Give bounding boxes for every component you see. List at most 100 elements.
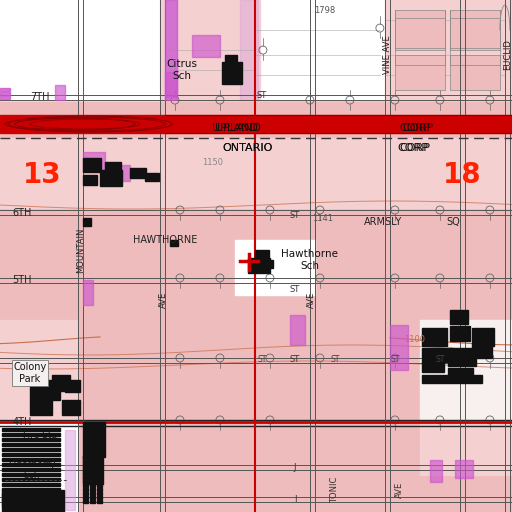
- Bar: [2, 490, 64, 512]
- Bar: [90, 488, 95, 491]
- Text: TONIC: TONIC: [330, 477, 339, 503]
- Bar: [2, 483, 60, 486]
- Bar: [83, 152, 105, 170]
- Text: MOUNTAIN: MOUNTAIN: [76, 227, 86, 273]
- Bar: [235, 240, 315, 295]
- Bar: [422, 362, 444, 372]
- Bar: [97, 484, 102, 487]
- Text: CORP: CORP: [402, 123, 433, 133]
- Bar: [165, 0, 177, 100]
- Text: 1150: 1150: [202, 158, 223, 166]
- Bar: [422, 328, 447, 346]
- Bar: [0, 0, 160, 100]
- Bar: [448, 348, 476, 366]
- Bar: [0, 115, 512, 133]
- Polygon shape: [8, 116, 172, 132]
- Text: 1798: 1798: [314, 6, 335, 14]
- Text: SQ: SQ: [446, 217, 460, 227]
- Bar: [2, 473, 60, 477]
- Bar: [2, 443, 60, 446]
- Bar: [0, 0, 512, 100]
- Text: 6TH: 6TH: [12, 208, 32, 218]
- Text: Citrus
Sch: Citrus Sch: [166, 59, 198, 81]
- Text: AVE: AVE: [395, 482, 404, 498]
- Bar: [165, 0, 177, 100]
- Bar: [0, 420, 78, 512]
- Bar: [472, 328, 494, 346]
- Text: 18: 18: [442, 161, 481, 189]
- Bar: [422, 348, 452, 362]
- Bar: [83, 456, 88, 459]
- Bar: [65, 380, 80, 392]
- Bar: [83, 218, 91, 226]
- Bar: [130, 168, 146, 178]
- Bar: [255, 250, 269, 260]
- Bar: [90, 480, 95, 483]
- Text: ST: ST: [330, 355, 339, 365]
- Bar: [160, 0, 260, 100]
- Bar: [97, 500, 102, 503]
- Bar: [0, 92, 10, 95]
- Bar: [83, 280, 93, 305]
- Bar: [90, 484, 95, 487]
- Bar: [2, 438, 60, 441]
- Text: HAWTHORNE: HAWTHORNE: [133, 235, 197, 245]
- Bar: [2, 463, 60, 466]
- Bar: [97, 464, 102, 467]
- Text: ARMSLY: ARMSLY: [364, 217, 402, 227]
- Bar: [455, 460, 473, 478]
- Bar: [145, 173, 159, 181]
- Bar: [2, 468, 60, 472]
- Bar: [90, 472, 95, 475]
- Text: AVE: AVE: [158, 292, 167, 308]
- Bar: [97, 460, 102, 463]
- Text: CORP: CORP: [397, 143, 429, 153]
- Bar: [83, 456, 103, 484]
- Text: ST: ST: [257, 355, 267, 365]
- Bar: [90, 496, 95, 499]
- Bar: [83, 468, 88, 471]
- Text: ST: ST: [390, 355, 399, 365]
- Bar: [30, 380, 60, 400]
- Bar: [97, 476, 102, 479]
- Text: ONTARIO: ONTARIO: [223, 143, 273, 153]
- Bar: [83, 488, 88, 491]
- Bar: [83, 500, 88, 503]
- Bar: [0, 96, 10, 98]
- Text: 4TH: 4TH: [12, 417, 32, 427]
- Bar: [450, 55, 500, 90]
- Bar: [192, 35, 220, 57]
- Text: I: I: [294, 496, 296, 504]
- Bar: [83, 492, 88, 495]
- Bar: [2, 478, 60, 481]
- Bar: [90, 468, 95, 471]
- Text: VINE AVE: VINE AVE: [383, 36, 392, 74]
- Text: UPLAND: UPLAND: [212, 123, 258, 133]
- Text: Elderberry
Sch: Elderberry Sch: [8, 460, 56, 480]
- Bar: [83, 464, 88, 467]
- Bar: [83, 472, 88, 475]
- Text: 7TH: 7TH: [30, 92, 50, 102]
- Bar: [430, 460, 442, 482]
- Bar: [90, 464, 95, 467]
- Bar: [55, 85, 65, 100]
- Bar: [290, 315, 305, 345]
- Bar: [105, 162, 121, 174]
- Text: AVE: AVE: [307, 292, 316, 308]
- Bar: [222, 62, 242, 84]
- Bar: [2, 503, 60, 506]
- Bar: [83, 480, 88, 483]
- Bar: [2, 453, 60, 456]
- Bar: [65, 430, 75, 510]
- Bar: [2, 488, 60, 492]
- Bar: [265, 260, 273, 268]
- Text: ST: ST: [257, 91, 267, 99]
- Bar: [83, 175, 97, 185]
- Bar: [422, 375, 482, 383]
- Text: ST: ST: [290, 355, 300, 365]
- Bar: [97, 496, 102, 499]
- Bar: [97, 488, 102, 491]
- Bar: [97, 456, 102, 459]
- Bar: [30, 400, 52, 415]
- Text: EUCLID: EUCLID: [503, 39, 512, 71]
